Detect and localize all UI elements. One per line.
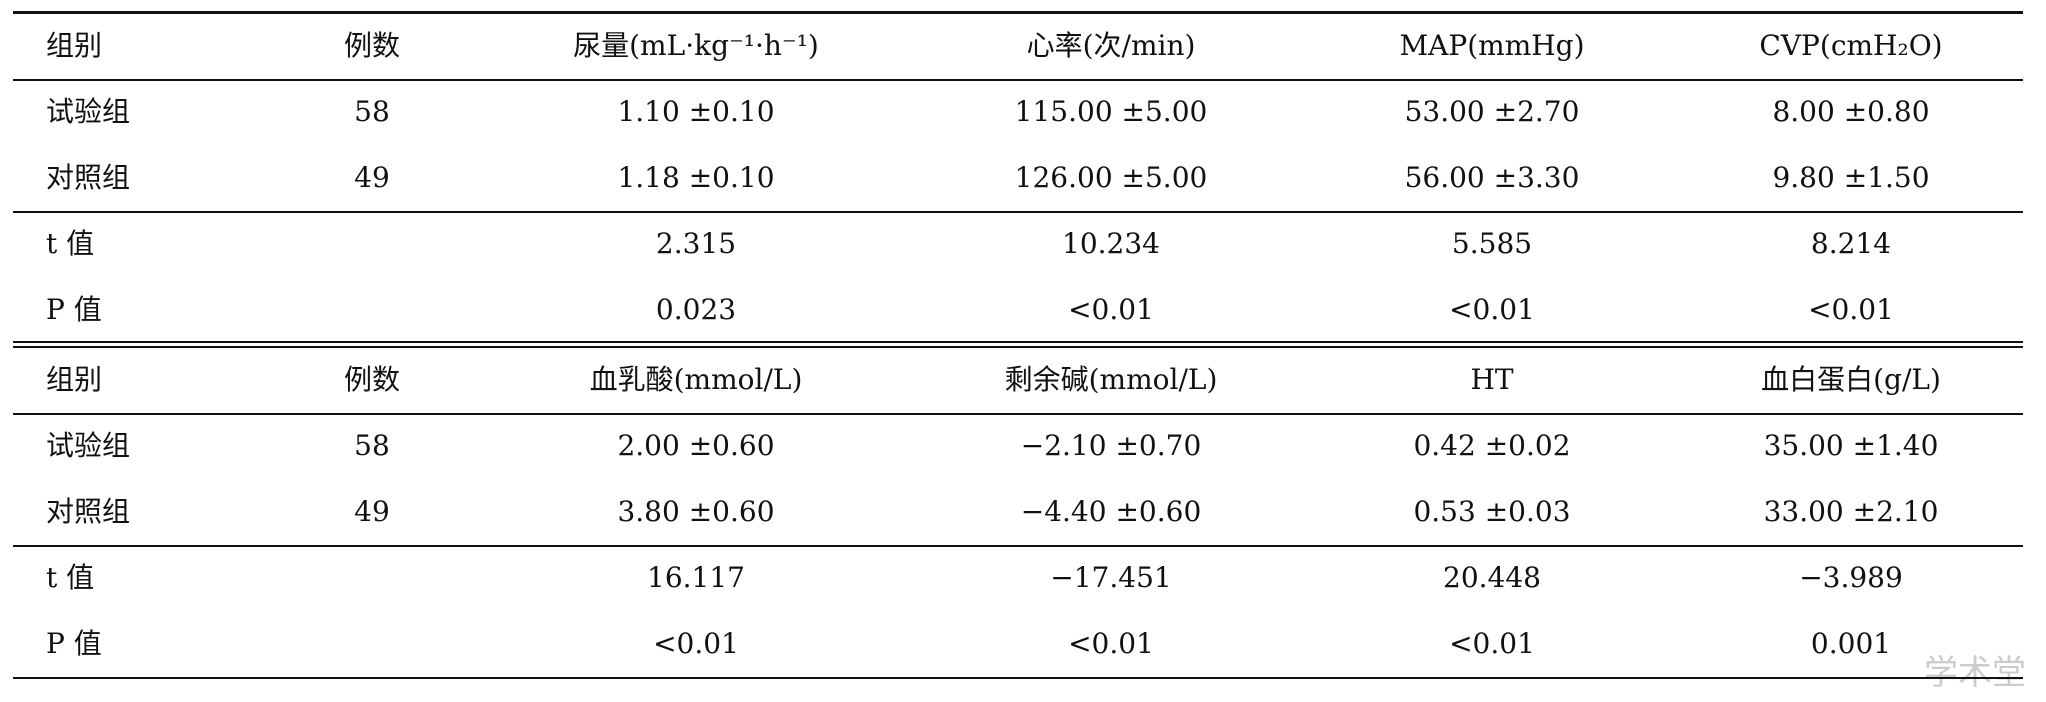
- header-cell: 尿量(mL·kg⁻¹·h⁻¹): [573, 29, 819, 62]
- header-cell: 例数: [343, 363, 401, 396]
- header-cell: CVP(cmH₂O): [1759, 29, 1943, 62]
- stat-cell: <0.01: [1068, 293, 1154, 326]
- double-rule: [13, 341, 2023, 343]
- stat-cell: 16.117: [647, 561, 745, 594]
- stat-label: P 值: [46, 293, 102, 326]
- data-cell: 1.10 ±0.10: [617, 95, 775, 128]
- data-cell: 2.00 ±0.60: [617, 429, 775, 462]
- stat-cell: <0.01: [1808, 293, 1894, 326]
- bottom-rule: [13, 677, 2023, 679]
- stat-cell: 0.001: [1810, 627, 1892, 660]
- data-cell: −2.10 ±0.70: [1020, 429, 1202, 462]
- top-rule: [13, 11, 2023, 14]
- stat-cell: 10.234: [1062, 227, 1160, 260]
- data-cell: 9.80 ±1.50: [1772, 161, 1930, 194]
- data-cell: 0.53 ±0.03: [1413, 495, 1571, 528]
- header-cell: 组别: [46, 363, 103, 396]
- stat-cell: 2.315: [655, 227, 737, 260]
- header-cell: 血白蛋白(g/L): [1761, 363, 1941, 396]
- header-cell: 例数: [343, 29, 401, 62]
- stat-cell: 0.023: [655, 293, 737, 326]
- stat-cell: <0.01: [653, 627, 739, 660]
- data-cell: 49: [354, 161, 390, 194]
- header-rule: [13, 413, 2023, 415]
- stat-cell: 20.448: [1443, 561, 1541, 594]
- data-cell: −4.40 ±0.60: [1020, 495, 1202, 528]
- stat-cell: <0.01: [1449, 293, 1535, 326]
- data-cell: 3.80 ±0.60: [617, 495, 775, 528]
- stat-label: P 值: [46, 627, 102, 660]
- data-cell: 8.00 ±0.80: [1772, 95, 1930, 128]
- stat-label: t 值: [46, 227, 95, 260]
- stat-cell: <0.01: [1449, 627, 1535, 660]
- data-cell: 49: [354, 495, 390, 528]
- data-cell: 58: [354, 95, 390, 128]
- header-cell: 组别: [46, 29, 103, 62]
- stat-cell: −17.451: [1050, 561, 1172, 594]
- header-rule: [13, 79, 2023, 81]
- data-cell: 试验组: [46, 429, 131, 462]
- header-cell: 剩余碱(mmol/L): [1004, 363, 1218, 396]
- stat-label: t 值: [46, 561, 95, 594]
- section-rule: [13, 545, 2023, 547]
- watermark: 学术堂: [1924, 653, 2026, 693]
- data-cell: 53.00 ±2.70: [1404, 95, 1580, 128]
- header-cell: MAP(mmHg): [1399, 29, 1585, 62]
- stat-cell: 5.585: [1451, 227, 1533, 260]
- data-cell: 对照组: [46, 161, 131, 194]
- data-cell: 56.00 ±3.30: [1404, 161, 1580, 194]
- stat-cell: 8.214: [1810, 227, 1892, 260]
- double-rule: [13, 346, 2023, 348]
- section-rule: [13, 211, 2023, 213]
- data-cell: 58: [354, 429, 390, 462]
- data-cell: 0.42 ±0.02: [1413, 429, 1571, 462]
- stat-cell: <0.01: [1068, 627, 1154, 660]
- data-cell: 35.00 ±1.40: [1763, 429, 1939, 462]
- header-cell: 血乳酸(mmol/L): [589, 363, 803, 396]
- stat-cell: −3.989: [1799, 561, 1903, 594]
- data-cell: 1.18 ±0.10: [617, 161, 775, 194]
- data-cell: 对照组: [46, 495, 131, 528]
- header-cell: 心率(次/min): [1026, 29, 1196, 62]
- header-cell: HT: [1470, 363, 1514, 396]
- data-cell: 126.00 ±5.00: [1014, 161, 1208, 194]
- data-cell: 试验组: [46, 95, 131, 128]
- data-cell: 33.00 ±2.10: [1763, 495, 1939, 528]
- data-cell: 115.00 ±5.00: [1014, 95, 1208, 128]
